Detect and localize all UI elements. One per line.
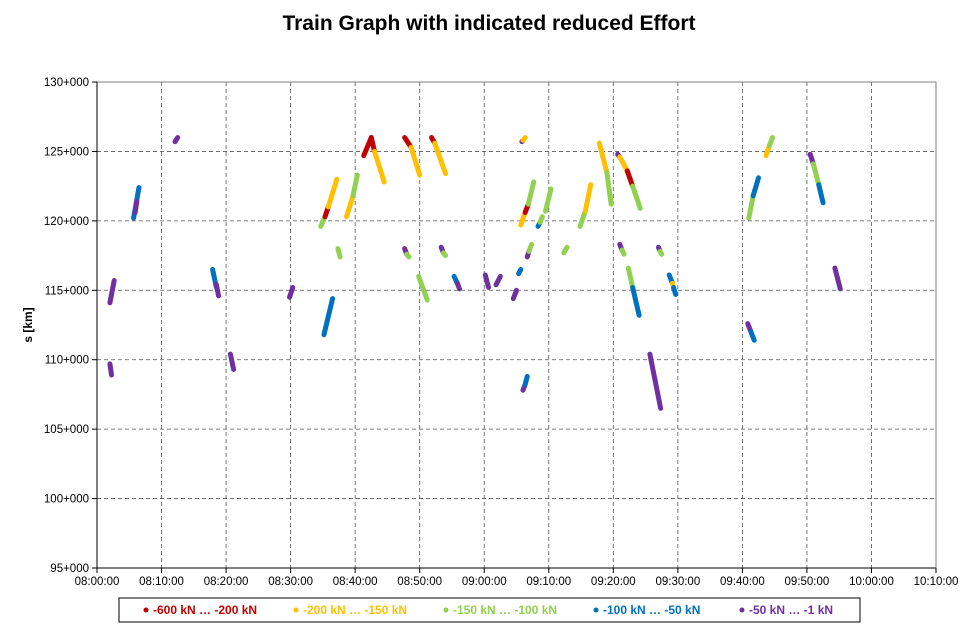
legend-entry: -150 kN … -100 kN: [453, 603, 557, 617]
y-axis-ticks: 95+000 100+000 105+000 110+000 115+000 120+00…: [44, 77, 98, 575]
legend-marker: [739, 607, 745, 613]
data-segment: [750, 175, 762, 199]
legend-marker: [593, 607, 599, 613]
legend-entry: -600 kN … -200 kN: [153, 603, 257, 617]
data-segment: [647, 351, 664, 411]
data-segment: [132, 198, 140, 216]
y-tick-label: 125+000: [44, 146, 89, 158]
chart-title: Train Graph with indicated reduced Effor…: [282, 12, 696, 35]
data-segment: [172, 135, 181, 145]
data-segment: [577, 208, 588, 229]
data-segment: [344, 193, 356, 220]
legend-entry: -100 kN … -50 kN: [603, 603, 700, 617]
y-tick-label: 110+000: [45, 355, 89, 367]
data-segment: [671, 285, 679, 297]
x-tick-label: 08:00:00: [75, 576, 120, 588]
data-segment: [227, 351, 237, 372]
x-tick-label: 09:30:00: [655, 576, 700, 588]
x-tick-label: 09:20:00: [591, 576, 636, 588]
data-segment: [493, 273, 503, 288]
data-segment: [630, 183, 643, 211]
data-segment: [321, 296, 336, 338]
x-axis-ticks: 08:00:00 08:10:00 08:20:00 08:30:00 08:40:00…: [75, 567, 959, 588]
legend-marker: [143, 607, 149, 613]
data-points: [107, 135, 843, 411]
data-segment: [520, 135, 528, 143]
data-segment: [810, 161, 822, 188]
x-tick-label: 08:10:00: [139, 576, 184, 588]
x-tick-label: 10:00:00: [849, 576, 894, 588]
grid-lines: [97, 82, 936, 568]
legend-box: [118, 597, 861, 623]
x-tick-label: 09:40:00: [720, 576, 765, 588]
x-tick-label: 08:30:00: [268, 576, 313, 588]
data-segment: [582, 182, 594, 214]
x-tick-label: 08:40:00: [333, 576, 378, 588]
data-segment: [350, 172, 360, 199]
data-segment: [525, 179, 537, 207]
y-tick-label: 95+000: [50, 563, 89, 575]
y-tick-label: 100+000: [44, 494, 89, 506]
data-segment: [617, 154, 630, 174]
data-segment: [482, 272, 492, 291]
y-tick-label: 130+000: [44, 77, 89, 89]
data-segment: [832, 265, 843, 292]
data-segment: [561, 244, 570, 256]
legend-entry: -200 kN … -150 kN: [303, 603, 407, 617]
data-segment: [107, 278, 117, 306]
data-segment: [325, 176, 340, 210]
data-segment: [107, 361, 115, 378]
data-segment: [543, 186, 554, 214]
data-segment: [746, 193, 756, 221]
data-segment: [816, 182, 826, 206]
data-segment: [596, 140, 610, 175]
data-segment: [454, 280, 462, 292]
x-tick-label: 09:00:00: [462, 576, 507, 588]
data-segment: [526, 241, 535, 254]
data-segment: [748, 329, 757, 343]
data-segment: [619, 247, 627, 257]
data-segment: [604, 169, 614, 207]
data-segment: [416, 273, 430, 303]
legend: -600 kN … -200 kN -200 kN … -150 kN -150 k…: [118, 597, 861, 623]
data-segment: [522, 373, 530, 388]
x-tick-label: 10:10:00: [914, 576, 959, 588]
x-tick-label: 09:50:00: [785, 576, 830, 588]
data-segment: [287, 285, 296, 300]
data-segment: [213, 282, 222, 299]
data-segment: [335, 246, 343, 260]
data-segment: [372, 148, 387, 185]
x-tick-label: 09:10:00: [526, 576, 571, 588]
data-segment: [516, 266, 524, 277]
data-segment: [408, 144, 423, 178]
x-tick-label: 08:50:00: [397, 576, 442, 588]
y-axis-label: s [km]: [21, 307, 35, 342]
data-segment: [624, 168, 636, 189]
data-segment: [766, 135, 776, 149]
data-segment: [630, 285, 642, 318]
data-segment: [537, 214, 545, 225]
x-tick-label: 08:20:00: [204, 576, 249, 588]
data-segment: [404, 251, 412, 260]
y-tick-label: 105+000: [44, 424, 89, 436]
data-segment: [510, 287, 519, 302]
legend-marker: [293, 607, 299, 613]
data-segment: [432, 140, 449, 177]
legend-entry: -50 kN … -1 kN: [749, 603, 833, 617]
legend-marker: [443, 607, 449, 613]
data-segment: [440, 250, 449, 259]
data-segment: [625, 265, 636, 291]
data-segment: [657, 248, 665, 257]
y-tick-label: 115+000: [45, 285, 89, 297]
y-tick-label: 120+000: [44, 216, 89, 228]
